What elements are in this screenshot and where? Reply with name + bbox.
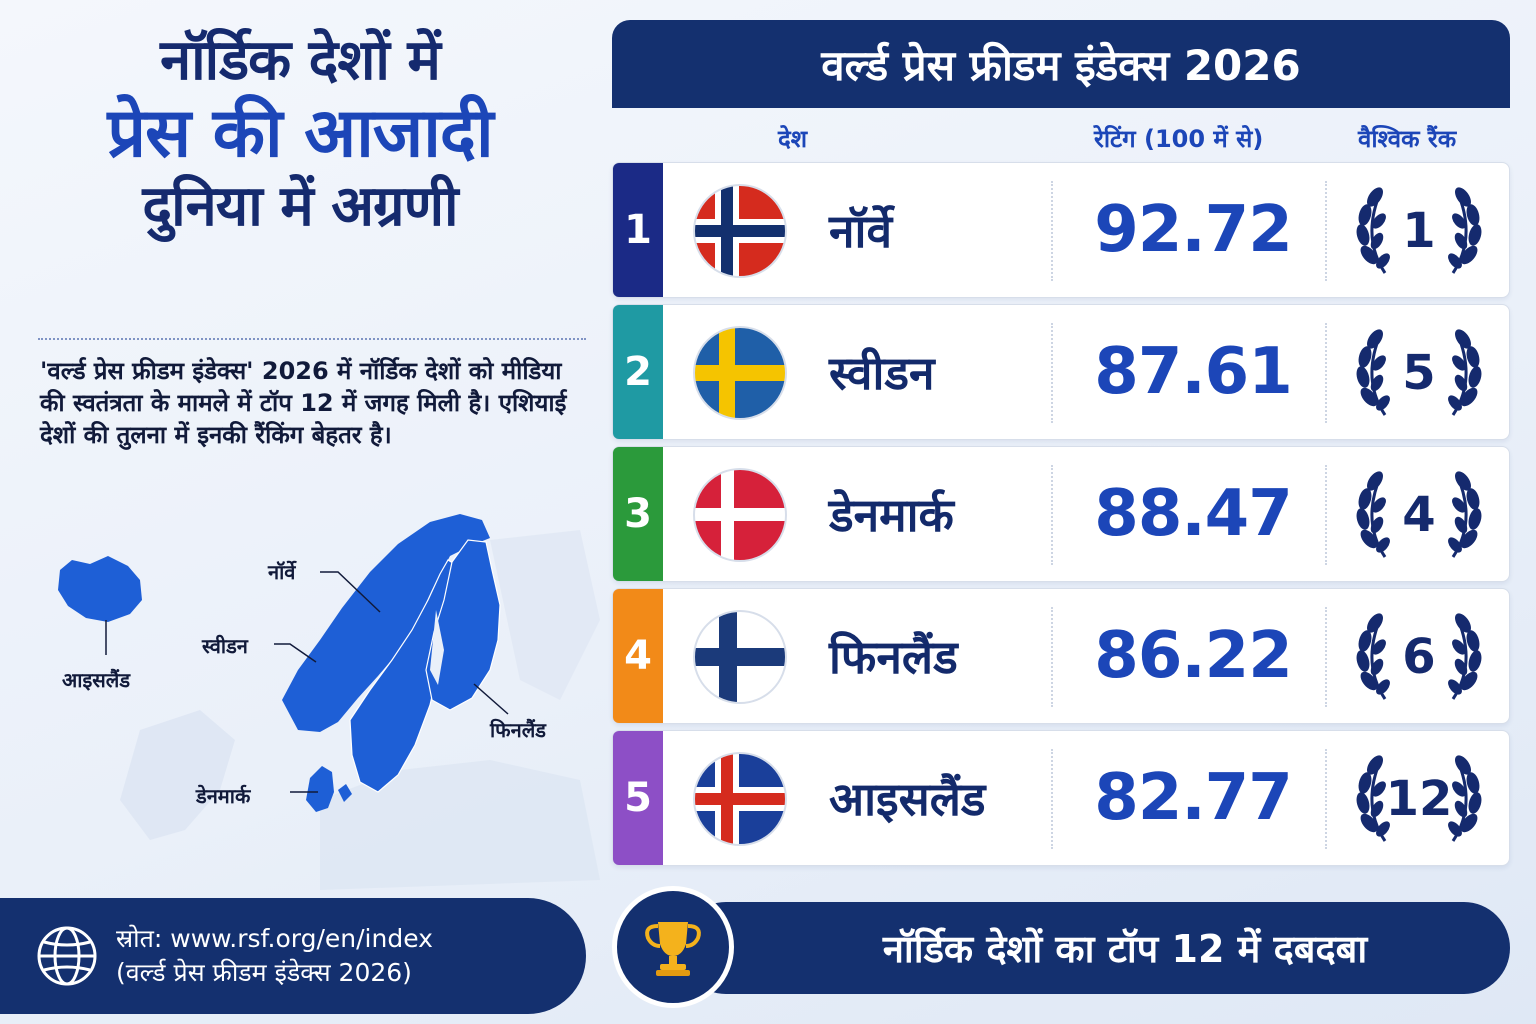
description-text: 'वर्ल्ड प्रेस फ्रीडम इंडेक्स' 2026 में न…	[40, 357, 567, 449]
column-header-rank: वैश्विक रैंक	[1358, 125, 1457, 153]
laurel-wreath-icon	[1356, 471, 1482, 558]
country-name: फिनलैंड	[829, 630, 958, 684]
laurel-wreath-icon	[1356, 755, 1482, 842]
map-label-denmark: डेनमार्क	[196, 784, 251, 808]
globe-icon	[37, 926, 97, 986]
column-separator	[1325, 323, 1327, 423]
table-row: 2 स्वीडन 87.61	[612, 304, 1510, 440]
column-header-country: देश	[778, 125, 808, 153]
title-divider	[38, 338, 586, 340]
laurel-wreath-icon	[1356, 187, 1482, 274]
map-label-iceland: आइसलैंड	[62, 668, 131, 692]
rating-value: 87.61	[1094, 335, 1292, 409]
table-row: 4 फिनलैंड 86.22	[612, 588, 1510, 724]
row-number: 4	[613, 589, 663, 723]
map-label-norway: नॉर्वे	[268, 560, 296, 584]
rating-value: 86.22	[1094, 619, 1292, 693]
column-separator	[1325, 749, 1327, 849]
map-label-sweden: स्वीडन	[202, 634, 248, 658]
column-separator	[1051, 465, 1053, 565]
column-separator	[1051, 323, 1053, 423]
map-label-finland: फिनलैंड	[490, 718, 546, 742]
rating-value: 92.72	[1094, 193, 1292, 267]
norway-flag-icon	[693, 184, 787, 278]
rank-number: 12	[1385, 771, 1453, 827]
rating-value: 82.77	[1094, 761, 1292, 835]
trophy-icon	[645, 922, 701, 976]
table-header-bar: वर्ल्ड प्रेस फ्रीडम इंडेक्स 2026	[612, 20, 1510, 108]
country-name: आइसलैंड	[829, 772, 986, 826]
nordic-map: नॉर्वे स्वीडन आइसलैंड फिनलैंड डेनमार्क	[20, 500, 600, 890]
column-separator	[1325, 607, 1327, 707]
column-separator	[1325, 465, 1327, 565]
denmark-shape	[306, 766, 334, 812]
finland-flag-icon	[693, 610, 787, 704]
table-row: 1 नॉर्वे 92.72	[612, 162, 1510, 298]
footer-banner: नॉर्डिक देशों का टॉप 12 में दबदबा	[680, 902, 1510, 994]
country-name: स्वीडन	[829, 346, 935, 400]
iceland-flag-icon	[693, 752, 787, 846]
column-header-rating: रेटिंग (100 में से)	[1094, 125, 1264, 153]
rank-number: 5	[1402, 345, 1436, 401]
title-line-2: प्रेस की आजादी	[107, 94, 493, 174]
column-separator	[1051, 607, 1053, 707]
sweden-flag-icon	[693, 326, 787, 420]
column-separator	[1051, 749, 1053, 849]
table-row: 5 आइसलैंड 82.77	[612, 730, 1510, 866]
source-bar: स्रोत: www.rsf.org/en/index (वर्ल्ड प्रे…	[0, 898, 586, 1014]
row-number: 3	[613, 447, 663, 581]
rank-number: 1	[1402, 203, 1436, 259]
denmark-flag-icon	[693, 468, 787, 562]
source-url: स्रोत: www.rsf.org/en/index	[116, 923, 433, 953]
source-name: (वर्ल्ड प्रेस फ्रीडम इंडेक्स 2026)	[116, 958, 412, 987]
title-line-3: दुनिया में अग्रणी	[142, 174, 458, 240]
table-row: 3 डेनमार्क 88.47	[612, 446, 1510, 582]
column-separator	[1325, 181, 1327, 281]
table-title: वर्ल्ड प्रेस फ्रीडम इंडेक्स 2026	[821, 40, 1301, 90]
column-separator	[1051, 181, 1053, 281]
trophy-badge	[612, 886, 734, 1008]
laurel-wreath-icon	[1356, 329, 1482, 416]
rating-value: 88.47	[1094, 477, 1292, 551]
norway-shape	[282, 514, 490, 732]
row-number: 5	[613, 731, 663, 865]
finland-shape	[425, 539, 501, 711]
main-title: नॉर्डिक देशों में प्रेस की आजादी दुनिया …	[20, 28, 580, 240]
country-name: डेनमार्क	[829, 488, 954, 542]
row-number: 2	[613, 305, 663, 439]
footer-text: नॉर्डिक देशों का टॉप 12 में दबदबा	[882, 927, 1368, 971]
row-number: 1	[613, 163, 663, 297]
map-graphic	[58, 514, 600, 890]
laurel-wreath-icon	[1356, 613, 1482, 700]
country-name: नॉर्वे	[829, 204, 893, 258]
title-line-1: नॉर्डिक देशों में	[160, 28, 441, 93]
rank-number: 6	[1402, 629, 1436, 685]
iceland-shape	[58, 556, 142, 622]
source-text: स्रोत: www.rsf.org/en/index (वर्ल्ड प्रे…	[116, 922, 433, 991]
rank-number: 4	[1402, 487, 1436, 543]
